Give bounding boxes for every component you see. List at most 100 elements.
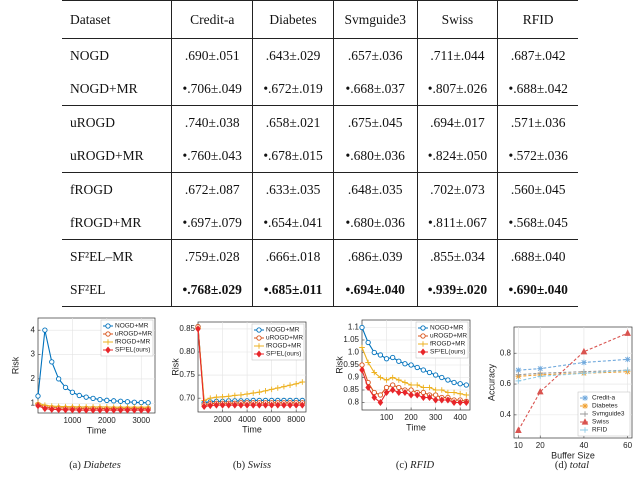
marker [377, 398, 384, 407]
method-cell: uROGD+MR [70, 147, 144, 163]
x-tick-label: 10 [514, 441, 523, 450]
legend-marker [582, 403, 588, 409]
y-tick-label: 1.1 [348, 323, 360, 332]
marker [124, 399, 131, 405]
y-tick-label: 1.0 [348, 348, 360, 357]
header-cell: RFID [497, 0, 578, 39]
marker [244, 391, 250, 397]
marker [445, 389, 451, 396]
results-table: Dataset Credit-a Diabetes Svmguide3 Swiss RFI… [62, 0, 578, 307]
score-cell: •.680±.036 [332, 139, 418, 173]
table-row: SF²EL–MR .759±.028.666±.018.686±.039.855±… [62, 239, 578, 273]
marker [138, 406, 145, 414]
table-row: NOGD+MR •.706±.049 •.672±.019 •.668±.037 •.8… [62, 72, 578, 106]
x-tick-label: 2000 [98, 416, 116, 425]
score-cell: •.685±.011 [252, 273, 334, 307]
score-cell: •.939±.020 [416, 273, 498, 307]
panel-label: (b) [233, 460, 246, 471]
marker [250, 401, 256, 409]
marker [62, 406, 69, 414]
y-tick-label: 2 [31, 374, 36, 383]
table-row: NOGD .690±.051.643±.029.657±.036.711±.044… [62, 38, 578, 72]
score-cell: •.811±.067 [416, 206, 498, 240]
legend-marker [582, 395, 588, 401]
marker [414, 382, 421, 388]
marker [213, 394, 220, 401]
marker [445, 396, 451, 404]
score-cell: •.680±.036 [332, 206, 418, 240]
marker [281, 383, 287, 390]
legend-marker [105, 346, 111, 354]
marker [201, 402, 207, 410]
marker [275, 401, 281, 409]
marker [110, 406, 117, 414]
marker [389, 386, 396, 394]
score-cell: •.824±.050 [416, 139, 498, 173]
table-row: fROGD .672±.087.633±.035.648±.035.702±.07… [62, 172, 578, 206]
marker [377, 352, 384, 358]
marker [244, 401, 250, 409]
method-cell: SF²EL [70, 281, 106, 297]
marker [383, 356, 390, 362]
marker [97, 396, 103, 403]
marker [457, 390, 463, 397]
x-tick-label: 20 [536, 441, 545, 450]
y-axis-label: Accuracy [486, 363, 496, 401]
marker [287, 401, 293, 409]
marker [268, 401, 275, 409]
series-line [518, 371, 628, 377]
legend-marker [105, 339, 111, 345]
marker [420, 384, 427, 391]
marker [359, 366, 365, 374]
score-cell: •.688±.042 [497, 72, 578, 106]
score-cell: .672±.087 [171, 172, 253, 206]
marker [463, 382, 469, 388]
x-axis-label: Time [242, 424, 262, 434]
marker [42, 405, 48, 413]
score-cell: .648±.035 [332, 172, 418, 206]
series-line [517, 332, 628, 431]
legend-label: Svmguide3 [592, 411, 625, 418]
y-tick-label: 0.9 [348, 373, 360, 382]
marker [250, 390, 257, 396]
legend-label: Swiss [592, 419, 610, 426]
legend-marker [582, 427, 588, 433]
marker [225, 401, 232, 409]
marker [232, 401, 238, 409]
marker [377, 392, 384, 398]
marker [383, 388, 390, 397]
marker [396, 377, 402, 383]
marker [396, 388, 402, 397]
row-group: fROGD .672±.087.633±.035.648±.035.702±.07… [62, 172, 578, 240]
marker [219, 393, 226, 400]
panel-caption: (c) RFID [396, 460, 435, 471]
method-cell: fROGD [70, 181, 113, 197]
marker [439, 396, 445, 404]
marker [293, 401, 299, 409]
legend-marker [581, 418, 589, 425]
y-axis-label: Risk [170, 358, 180, 376]
marker [432, 372, 439, 378]
marker [432, 387, 439, 393]
legend-label: fROGD+MR [430, 341, 466, 348]
score-cell: •.690±.040 [497, 273, 578, 307]
legend-label: SF²EL(ours) [115, 347, 150, 354]
marker [232, 392, 238, 399]
marker [426, 384, 433, 391]
header-cell: Dataset [62, 0, 172, 39]
x-tick-label: 2000 [214, 415, 232, 424]
marker [268, 386, 275, 393]
marker [581, 370, 587, 377]
y-tick-label: 1 [31, 398, 36, 407]
marker [537, 373, 544, 380]
marker [62, 384, 69, 391]
score-cell: .657±.036 [332, 38, 418, 72]
legend-label: uROGD+MR [430, 333, 467, 340]
marker [457, 381, 463, 387]
panel-subtitle: RFID [409, 460, 434, 471]
x-tick-label: 100 [380, 413, 394, 422]
panel-caption: (b) Swiss [233, 460, 271, 471]
marker [515, 371, 522, 378]
score-cell: .740±.038 [171, 105, 253, 139]
panel-caption: (d) total [555, 460, 589, 471]
